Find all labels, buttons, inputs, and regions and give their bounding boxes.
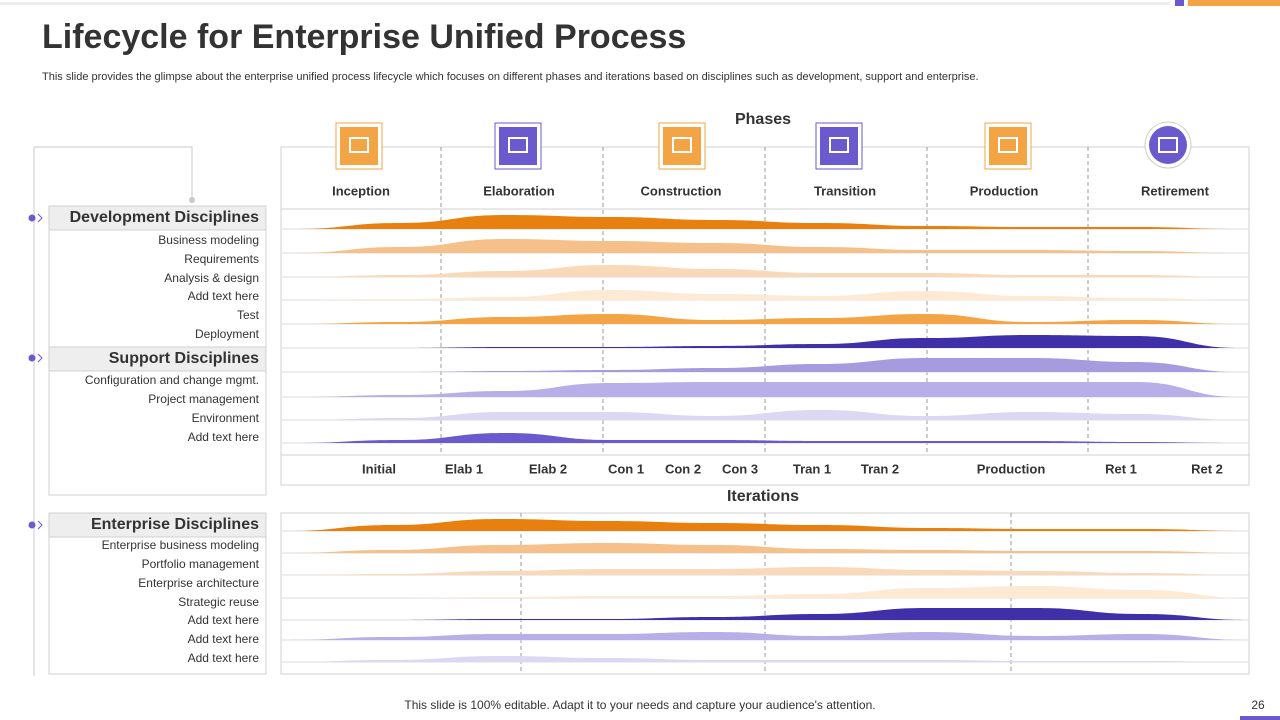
phase-icon [820,127,858,165]
wave [295,358,1240,372]
discipline-item: Requirements [184,252,259,266]
wave [285,608,1249,620]
discipline-item: Enterprise architecture [138,576,259,590]
wave [295,335,1240,348]
phase-icon [340,127,378,165]
iteration-label: Con 3 [722,461,758,476]
title: Lifecycle for Enterprise Unified Process [42,18,686,56]
discipline-item: Add text here [188,632,260,646]
page-number: 26 [1251,698,1265,712]
wave [295,290,1240,300]
wave [295,382,1240,397]
iteration-label: Con 2 [665,461,701,476]
discipline-item: Add text here [188,613,260,627]
wave [295,410,1240,420]
wave [285,567,1249,575]
discipline-item: Environment [192,411,260,425]
group-header [48,205,267,231]
wave [295,314,1240,324]
discipline-item: Project management [148,392,259,406]
icon-glyph [998,137,1018,153]
bracket [33,146,193,676]
marker [28,354,36,362]
phase-icon [1149,126,1187,164]
icon-glyph [508,137,528,153]
wave [285,586,1249,598]
iteration-label: Tran 1 [793,461,831,476]
phase-label: Retirement [1141,183,1210,198]
iteration-label: Elab 2 [529,461,567,476]
group-title: Enterprise Disciplines [91,516,259,533]
discipline-item: Analysis & design [164,271,259,285]
discipline-item: Deployment [195,327,260,341]
marker [37,353,43,363]
phase-icon [663,127,701,165]
iteration-label: Initial [362,461,396,476]
discipline-item: Portfolio management [142,557,260,571]
discipline-item: Enterprise business modeling [102,538,259,552]
wave [295,433,1240,443]
iteration-label: Ret 2 [1191,461,1223,476]
wave [295,265,1240,277]
discipline-box [48,512,267,675]
phase-label: Inception [332,183,390,198]
footer-note: This slide is 100% editable. Adapt it to… [404,698,875,712]
iteration-label: Elab 1 [445,461,483,476]
discipline-item: Strategic reuse [178,595,259,609]
discipline-item: Test [237,308,260,322]
group-header [48,512,267,538]
wave [295,239,1240,253]
iteration-label: Ret 1 [1105,461,1137,476]
wave [285,519,1249,531]
subtitle: This slide provides the glimpse about th… [42,71,979,83]
discipline-item: Configuration and change mgmt. [85,373,259,387]
icon-glyph [672,137,692,153]
wave [285,632,1249,640]
icon-glyph [1158,137,1178,153]
group-title: Development Disciplines [70,209,259,226]
marker [28,521,36,529]
top-accent [1175,0,1184,6]
phase-label: Elaboration [483,183,555,198]
marker [37,520,43,530]
top-accent [1188,0,1280,6]
dot [189,197,195,203]
phase-label: Construction [641,183,722,198]
marker [37,213,43,223]
discipline-item: Business modeling [158,233,259,247]
group-header [48,346,267,372]
phase-label: Production [970,183,1039,198]
iteration-label: Production [977,461,1046,476]
wave [285,656,1249,662]
bottom-accent [1240,716,1280,720]
icon-glyph [349,137,369,153]
phase-icon [499,127,537,165]
iteration-label: Con 1 [608,461,644,476]
phases-heading: Phases [735,111,791,128]
top-bar [0,2,1170,5]
wave [285,543,1249,553]
group-title: Support Disciplines [109,350,259,367]
iteration-label: Tran 2 [861,461,899,476]
wave [295,215,1240,229]
discipline-item: Add text here [188,430,260,444]
iterations-heading: Iterations [727,488,799,505]
marker [28,214,36,222]
phase-label: Transition [814,183,876,198]
discipline-item: Add text here [188,651,260,665]
phase-icon [989,127,1027,165]
discipline-item: Add text here [188,289,260,303]
icon-glyph [829,137,849,153]
